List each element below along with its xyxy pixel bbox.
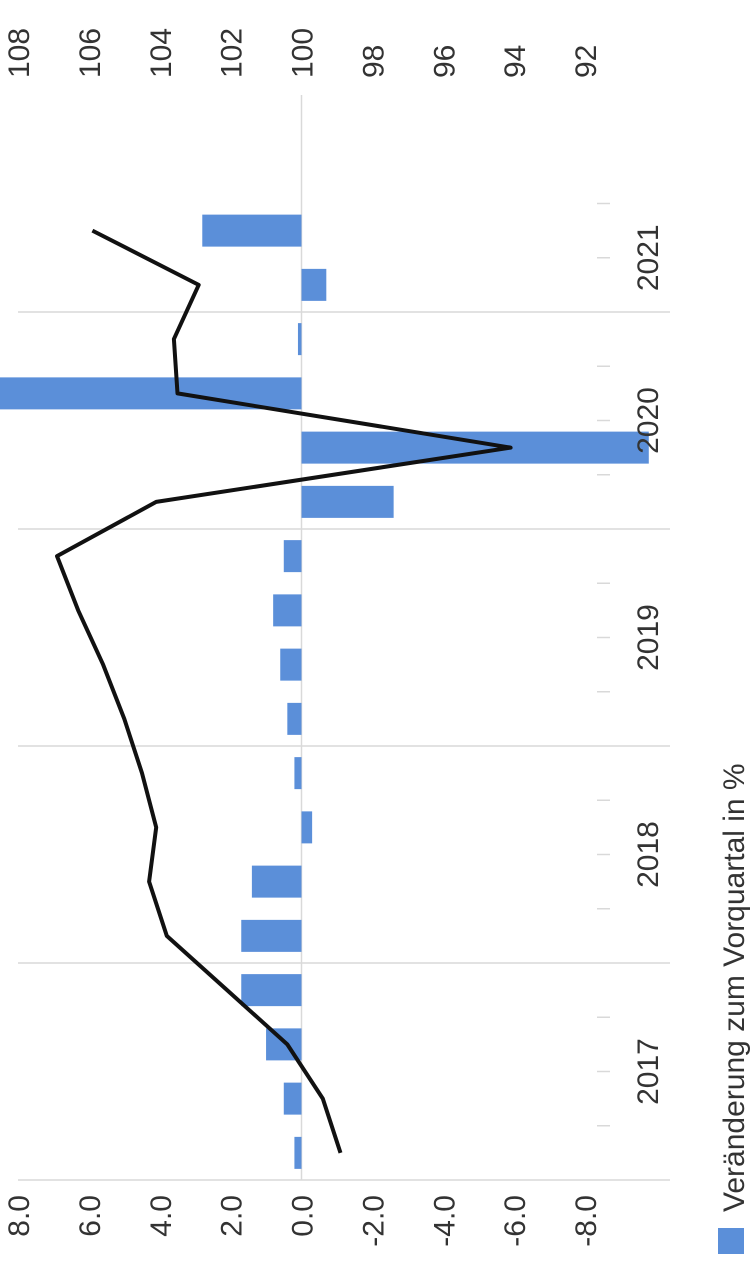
secondary-tick-label: 94	[499, 45, 532, 78]
bar	[301, 268, 327, 301]
bar	[241, 919, 302, 952]
primary-tick-label: 8.0	[3, 1195, 36, 1237]
primary-tick-label: 4.0	[145, 1195, 178, 1237]
bar	[287, 702, 302, 735]
primary-tick-label: -4.0	[428, 1195, 461, 1247]
secondary-tick-label: 100	[287, 28, 320, 78]
bar	[283, 1082, 302, 1115]
year-label: 2020	[632, 387, 665, 454]
bar-layer	[0, 214, 649, 1169]
bar	[301, 811, 313, 844]
secondary-tick-label: 106	[74, 28, 107, 78]
bar	[301, 485, 394, 518]
bar	[251, 865, 302, 898]
bar	[280, 648, 302, 681]
secondary-tick-label: 102	[216, 28, 249, 78]
axis-layer: 8.0 6.0 4.0 2.0 0.0 -2.0 -4.0 -6.0 -8.0 108 106 104…	[3, 28, 665, 1247]
index-line	[55, 228, 513, 1154]
legend-swatch	[718, 1228, 744, 1254]
bar	[294, 757, 302, 790]
bar	[297, 323, 302, 356]
grid-layer	[18, 95, 670, 1181]
bar	[273, 594, 302, 627]
year-label: 2021	[632, 224, 665, 291]
secondary-tick-label: 96	[428, 45, 461, 78]
legend-label: Veränderung zum Vorquartal in %	[718, 763, 751, 1212]
bar	[283, 540, 302, 573]
bar	[294, 1136, 302, 1169]
year-label: 2019	[632, 604, 665, 671]
primary-tick-label: 0.0	[287, 1195, 320, 1237]
bar	[241, 974, 302, 1007]
primary-tick-label: 2.0	[216, 1195, 249, 1237]
legend: Veränderung zum Vorquartal in %	[718, 763, 751, 1254]
primary-tick-label: -8.0	[570, 1195, 603, 1247]
secondary-tick-label: 104	[145, 28, 178, 78]
year-label: 2018	[632, 821, 665, 888]
secondary-tick-label: 108	[3, 28, 36, 78]
secondary-tick-label: 92	[570, 45, 603, 78]
primary-tick-label: -2.0	[357, 1195, 390, 1247]
primary-tick-label: 6.0	[74, 1195, 107, 1237]
bar	[202, 214, 302, 247]
bar	[301, 431, 649, 464]
year-label: 2017	[632, 1038, 665, 1105]
line-layer	[55, 228, 513, 1154]
secondary-tick-label: 98	[357, 45, 390, 78]
primary-tick-label: -6.0	[499, 1195, 532, 1247]
